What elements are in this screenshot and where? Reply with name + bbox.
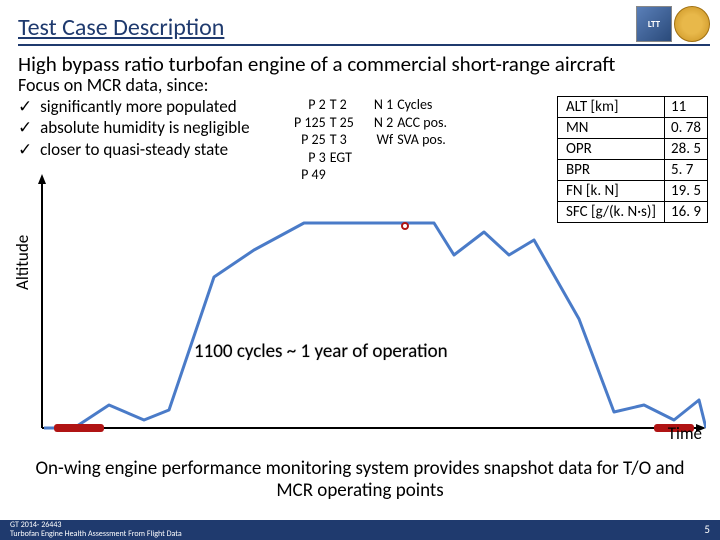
- ltt-logo: LTT: [636, 6, 672, 42]
- ntua-logo: [674, 6, 710, 42]
- page-title: Test Case Description: [18, 13, 224, 42]
- title-divider: [18, 44, 710, 46]
- bottom-statement: On-wing engine performance monitoring sy…: [0, 458, 720, 502]
- y-axis-label: Altitude: [12, 235, 33, 290]
- footer-subtitle: Turbofan Engine Health Assessment From F…: [10, 530, 182, 539]
- bullet-item: ✓ significantly more populated: [18, 96, 288, 117]
- sensor-label: P 25: [294, 131, 326, 149]
- table-row: ALT [km]11: [557, 97, 707, 118]
- table-label-cell: ALT [km]: [557, 97, 664, 118]
- sensor-label: T 3: [330, 131, 354, 149]
- table-value-cell: 0. 78: [665, 118, 708, 139]
- sensor-label: T 2: [330, 96, 354, 114]
- sensor-label: ACC pos.: [397, 114, 447, 132]
- cycles-caption: 1100 cycles ~ 1 year of operation: [194, 340, 448, 363]
- sensor-label: P 125: [294, 114, 326, 132]
- sensor-label: T 25: [330, 114, 354, 132]
- bullet-list: ✓ significantly more populated✓ absolute…: [18, 96, 288, 160]
- table-value-cell: 28. 5: [665, 139, 708, 160]
- footer-bar: GT 2014- 26443 Turbofan Engine Health As…: [0, 520, 720, 540]
- altitude-profile-chart: Altitude Time 1100 cycles ~ 1 year of op…: [14, 160, 706, 450]
- table-row: OPR28. 5: [557, 139, 707, 160]
- sensor-label: N 2: [374, 114, 393, 132]
- bullet-item: ✓ closer to quasi-steady state: [18, 139, 288, 160]
- sensor-label: SVA pos.: [397, 131, 447, 149]
- sensor-label: P 2: [294, 96, 326, 114]
- table-value-cell: 11: [665, 97, 708, 118]
- page-number: 5: [704, 524, 710, 536]
- sensor-label: Wf: [374, 131, 393, 149]
- table-label-cell: MN: [557, 118, 664, 139]
- sensor-label: Cycles: [397, 96, 447, 114]
- chart-svg: [14, 160, 706, 450]
- table-row: MN0. 78: [557, 118, 707, 139]
- bullet-item: ✓ absolute humidity is negligible: [18, 117, 288, 138]
- table-label-cell: OPR: [557, 139, 664, 160]
- x-axis-label: Time: [668, 423, 702, 444]
- sensor-label: N 1: [374, 96, 393, 114]
- logo-area: LTT: [636, 6, 710, 42]
- focus-line: Focus on MCR data, since:: [0, 74, 226, 96]
